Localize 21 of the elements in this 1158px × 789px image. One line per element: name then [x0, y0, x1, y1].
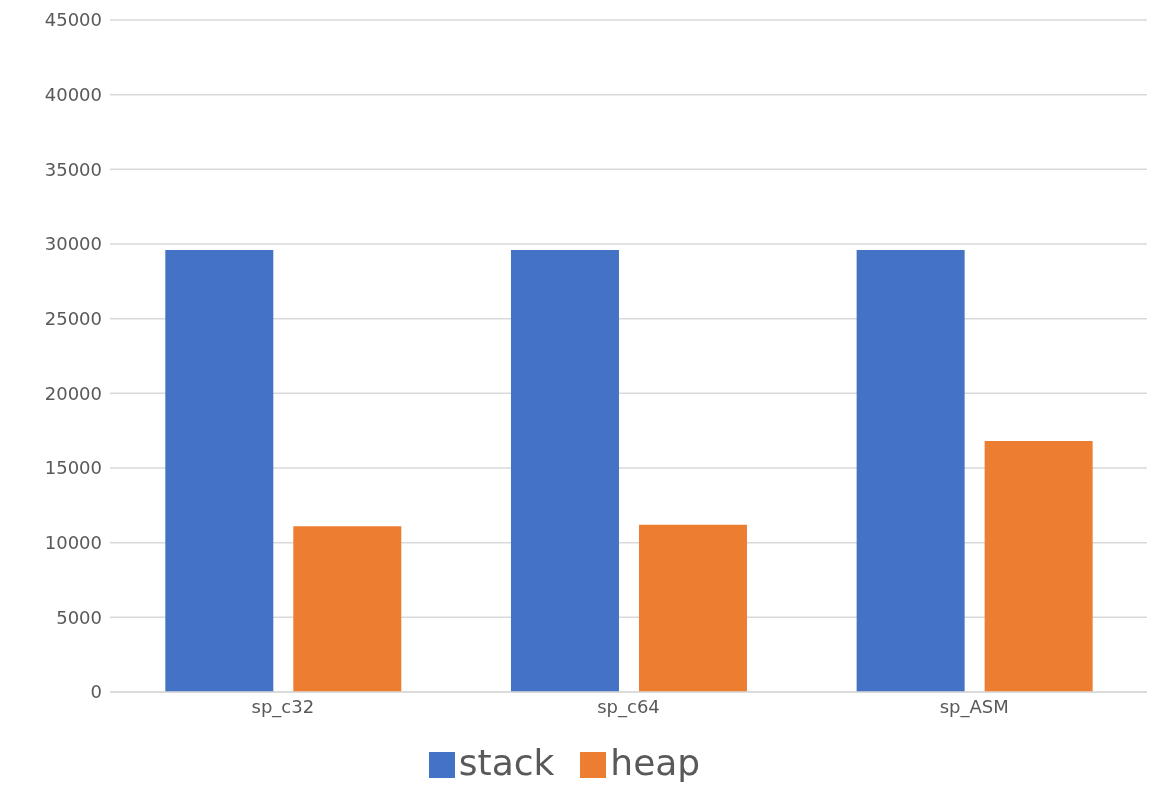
bar	[984, 441, 1093, 692]
y-tick-label: 15000	[44, 457, 102, 479]
y-tick-label: 10000	[44, 532, 102, 554]
bar	[638, 524, 747, 692]
y-tick-label: 0	[90, 681, 102, 703]
legend-label: stack	[458, 742, 555, 783]
y-tick-label: 5000	[56, 606, 102, 628]
y-tick-label: 30000	[44, 233, 102, 255]
legend-label: heap	[610, 742, 701, 783]
x-tick-label: sp_ASM	[939, 695, 1009, 718]
bar	[293, 526, 402, 692]
y-tick-label: 20000	[44, 382, 102, 404]
y-tick-label: 35000	[44, 158, 102, 180]
bar	[510, 249, 619, 692]
y-tick-label: 40000	[44, 84, 102, 106]
bar	[856, 249, 965, 692]
y-tick-label: 25000	[44, 308, 102, 330]
y-tick-label: 45000	[44, 9, 102, 31]
x-tick-label: sp_c64	[597, 695, 660, 718]
bar	[165, 249, 274, 692]
x-tick-label: sp_c32	[251, 695, 315, 718]
